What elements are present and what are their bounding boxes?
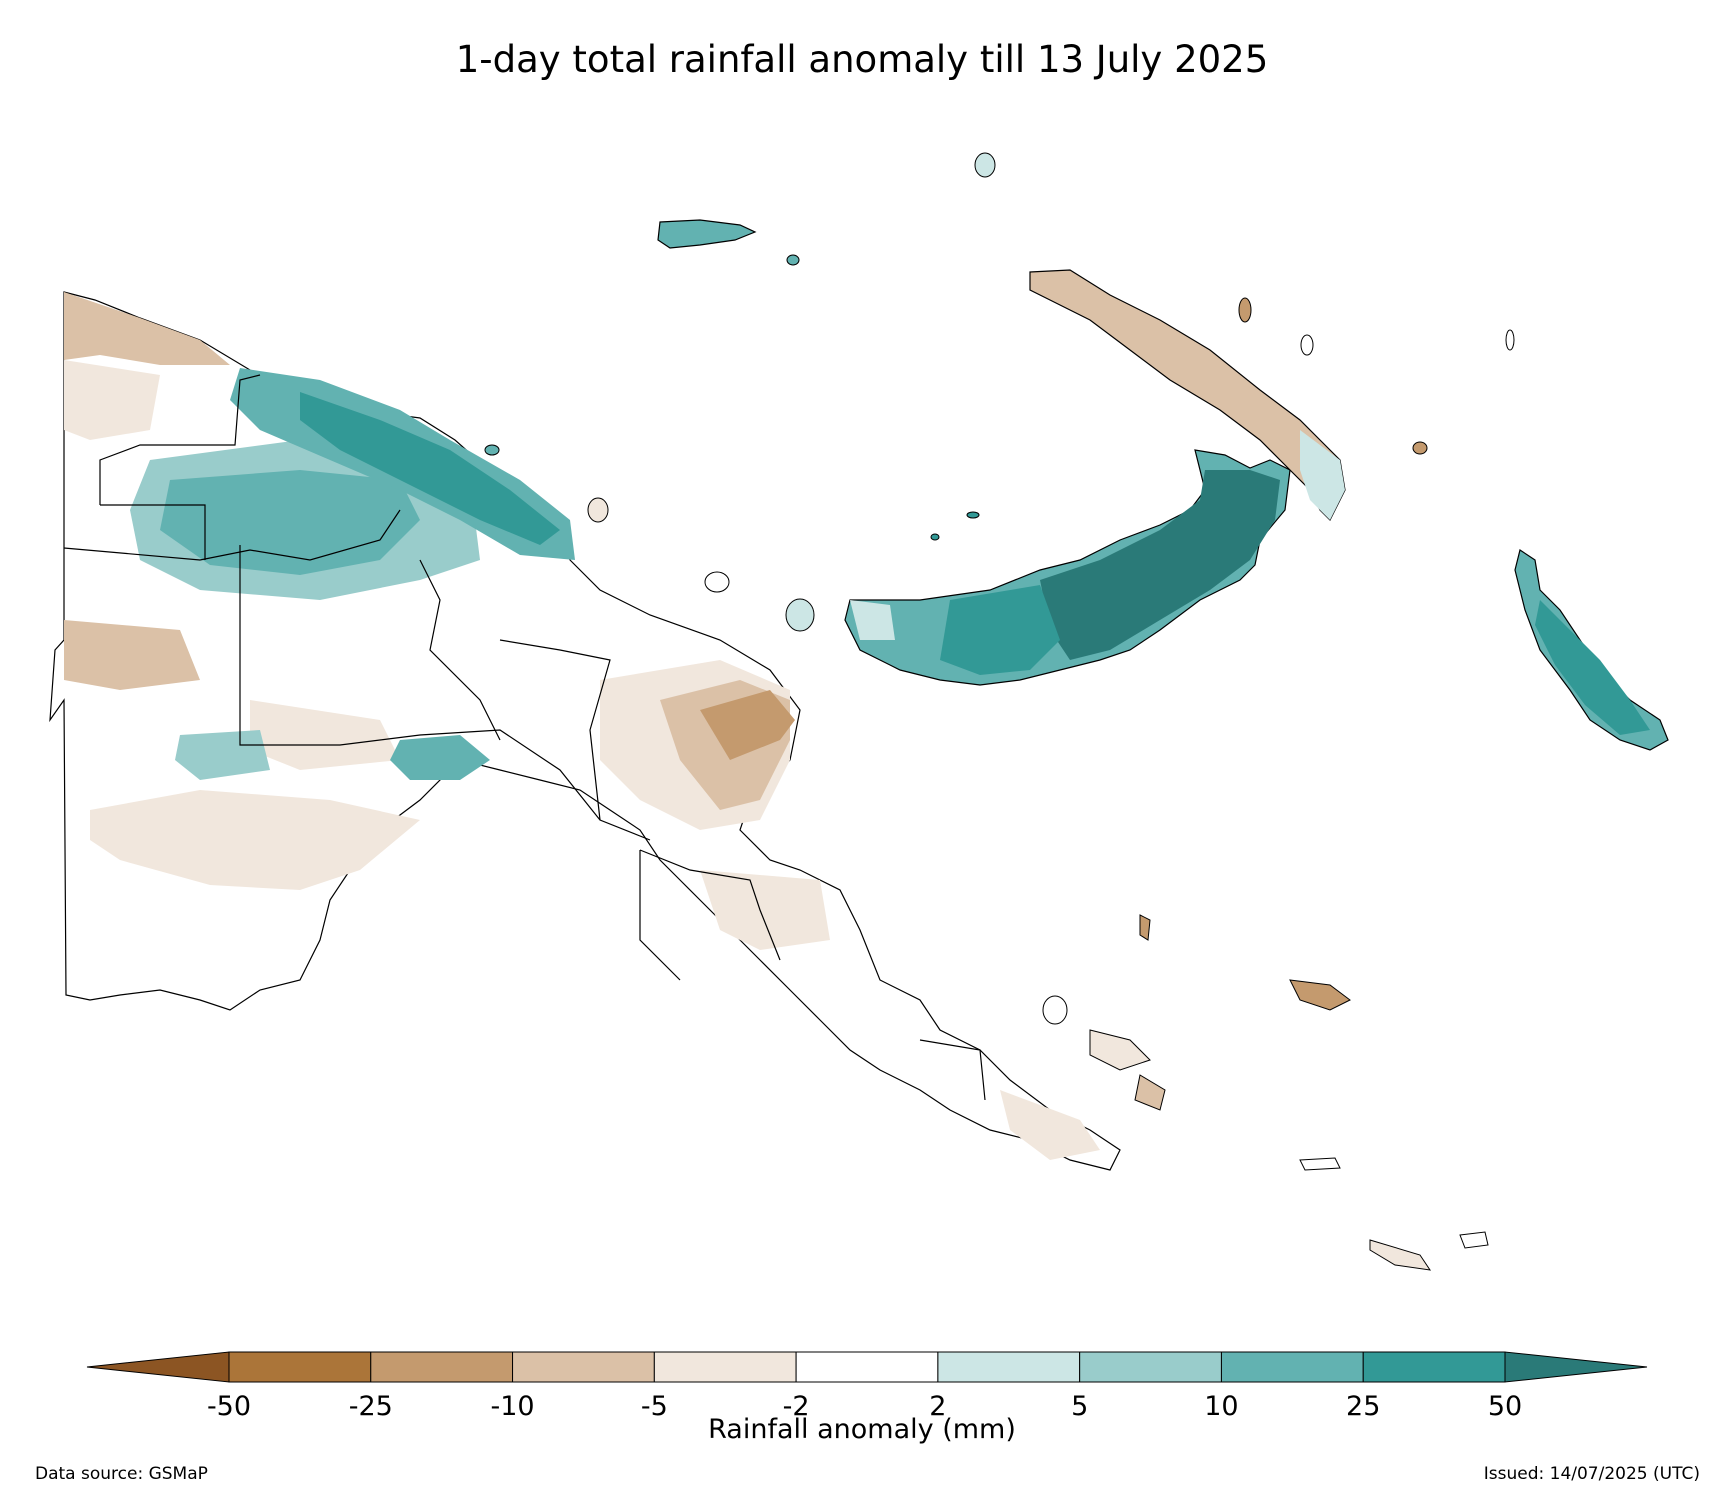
- colorbar-bin: [1362, 1351, 1506, 1383]
- colorbar-bin: [795, 1351, 939, 1383]
- anomaly-patch-milne-light: [1000, 1090, 1100, 1160]
- colorbar-tick-label: -2: [783, 1391, 810, 1422]
- colorbar-tick-label: -25: [349, 1391, 393, 1422]
- map-title: 1-day total rainfall anomaly till 13 Jul…: [455, 38, 1269, 81]
- colorbar-tick-label: 5: [1071, 1391, 1088, 1422]
- anomaly-patch-southeast-light: [700, 870, 830, 950]
- colorbar-bin: [1220, 1351, 1364, 1383]
- small-islands: [484, 152, 1515, 1271]
- colorbar-bin: [937, 1351, 1081, 1383]
- colorbar-bin: [512, 1351, 655, 1383]
- colorbar-bin: [653, 1351, 797, 1383]
- manus-island: [657, 219, 757, 249]
- colorbar-tick-label: 25: [1346, 1391, 1380, 1422]
- bougainville-dark: [1535, 600, 1650, 735]
- anomaly-patch-north-coast-dark: [300, 392, 560, 545]
- colorbar-tick-label: 50: [1488, 1391, 1522, 1422]
- rainfall-anomaly-map: [49, 152, 1669, 1271]
- new-ireland-island: [1029, 269, 1346, 522]
- anomaly-patch-sw-brown: [64, 620, 200, 690]
- colorbar-extend-high: [1504, 1351, 1648, 1383]
- colorbar-bin: [228, 1351, 372, 1383]
- anomaly-patch-south-light-2: [250, 700, 400, 770]
- colorbar-label: Rainfall anomaly (mm): [708, 1414, 1016, 1445]
- anomaly-patch-west-brown: [64, 292, 230, 365]
- colorbar-bin: [370, 1351, 514, 1383]
- anomaly-patch-east-dark-brown: [700, 690, 795, 760]
- colorbar-tick-label: 2: [929, 1391, 946, 1422]
- data-source-note: Data source: GSMaP: [35, 1464, 208, 1484]
- colorbar-tick-label: -10: [491, 1391, 535, 1422]
- anomaly-patch-south-light: [90, 790, 420, 890]
- mainland-shading: [49, 291, 1121, 1171]
- anomaly-patch-west-light: [64, 360, 160, 440]
- colorbar-tick-label: -5: [641, 1391, 668, 1422]
- colorbar-tick-label: 10: [1204, 1391, 1238, 1422]
- colorbar-bin: [1079, 1351, 1222, 1383]
- anomaly-patch-north-teal: [160, 470, 420, 575]
- anomaly-patch-west-teal: [175, 730, 270, 780]
- province-boundaries: [63, 374, 986, 1101]
- colorbar-extend-low: [86, 1351, 230, 1383]
- anomaly-patch-central-teal: [390, 735, 490, 780]
- colorbar-tick-label: -50: [207, 1391, 251, 1422]
- issued-date-note: Issued: 14/07/2025 (UTC): [1483, 1464, 1700, 1484]
- new-britain-island: [844, 449, 1291, 686]
